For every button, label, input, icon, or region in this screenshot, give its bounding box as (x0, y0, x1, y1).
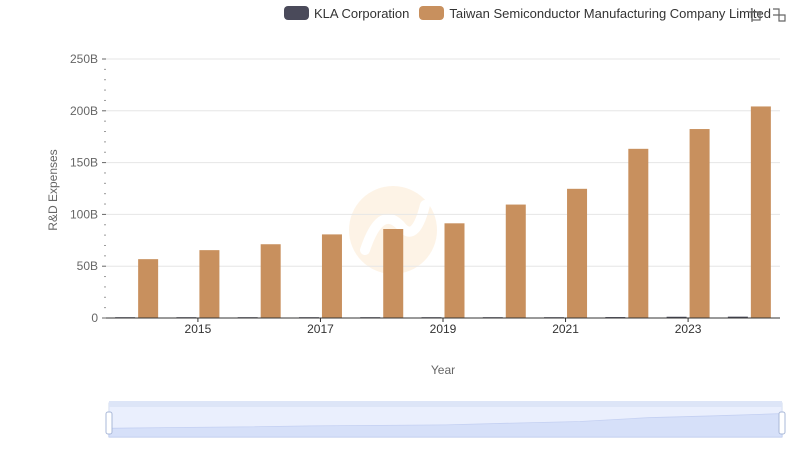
y-axis-label: R&D Expenses (46, 149, 60, 230)
grid-lines (106, 58, 780, 267)
bar-kla-2023[interactable] (666, 316, 687, 318)
restore-icon[interactable] (770, 6, 788, 24)
x-tick-label: 2015 (185, 322, 212, 336)
y-axis: 0 50B 100B 150B 200B 250B (70, 52, 106, 325)
y-tick-label: 250B (70, 52, 98, 66)
bar-tsmc-2019[interactable] (444, 223, 465, 318)
y-tick-label: 50B (77, 259, 98, 273)
data-zoom-selection[interactable] (109, 407, 782, 437)
legend-item-1[interactable]: Taiwan Semiconductor Manufacturing Compa… (419, 6, 771, 21)
bar-tsmc-2018[interactable] (383, 229, 404, 318)
legend-label: KLA Corporation (314, 5, 410, 21)
y-tick-label: 200B (70, 104, 98, 118)
x-tick-label: 2023 (675, 322, 702, 336)
data-zoom-right-handle[interactable] (778, 411, 786, 435)
x-tick-label: 2017 (307, 322, 334, 336)
y-tick-label: 100B (70, 207, 98, 221)
legend-swatch (419, 6, 445, 20)
y-tick-label: 150B (70, 156, 98, 170)
legend-item-0[interactable]: KLA Corporation (284, 6, 409, 21)
bar-tsmc-2023[interactable] (689, 129, 710, 318)
bar-tsmc-2022[interactable] (628, 148, 649, 318)
toolbox (746, 6, 794, 24)
zoom-icon[interactable] (746, 6, 764, 24)
bar-tsmc-2017[interactable] (321, 234, 342, 318)
bars (115, 106, 771, 319)
bar-tsmc-2015[interactable] (199, 250, 220, 318)
bar-tsmc-2024[interactable] (750, 106, 771, 319)
bar-tsmc-2014[interactable] (138, 259, 159, 318)
legend-swatch (284, 6, 309, 20)
bar-tsmc-2020[interactable] (505, 204, 526, 318)
x-tick-label: 2019 (430, 322, 457, 336)
x-axis: 2015 2017 2019 2021 2023 (185, 318, 702, 336)
legend-label: Taiwan Semiconductor Manufacturing Compa… (449, 5, 771, 21)
y-tick-label: 0 (91, 311, 98, 325)
data-zoom-top-bar[interactable] (109, 401, 782, 407)
data-zoom-left-handle[interactable] (105, 411, 113, 435)
bar-tsmc-2016[interactable] (260, 244, 281, 318)
legend: KLA Corporation Taiwan Semiconductor Manu… (284, 4, 781, 22)
bar-kla-2024[interactable] (727, 316, 748, 318)
x-axis-label: Year (431, 363, 455, 377)
bar-tsmc-2021[interactable] (567, 188, 588, 318)
x-tick-label: 2021 (552, 322, 579, 336)
data-zoom-slider[interactable] (105, 401, 786, 438)
